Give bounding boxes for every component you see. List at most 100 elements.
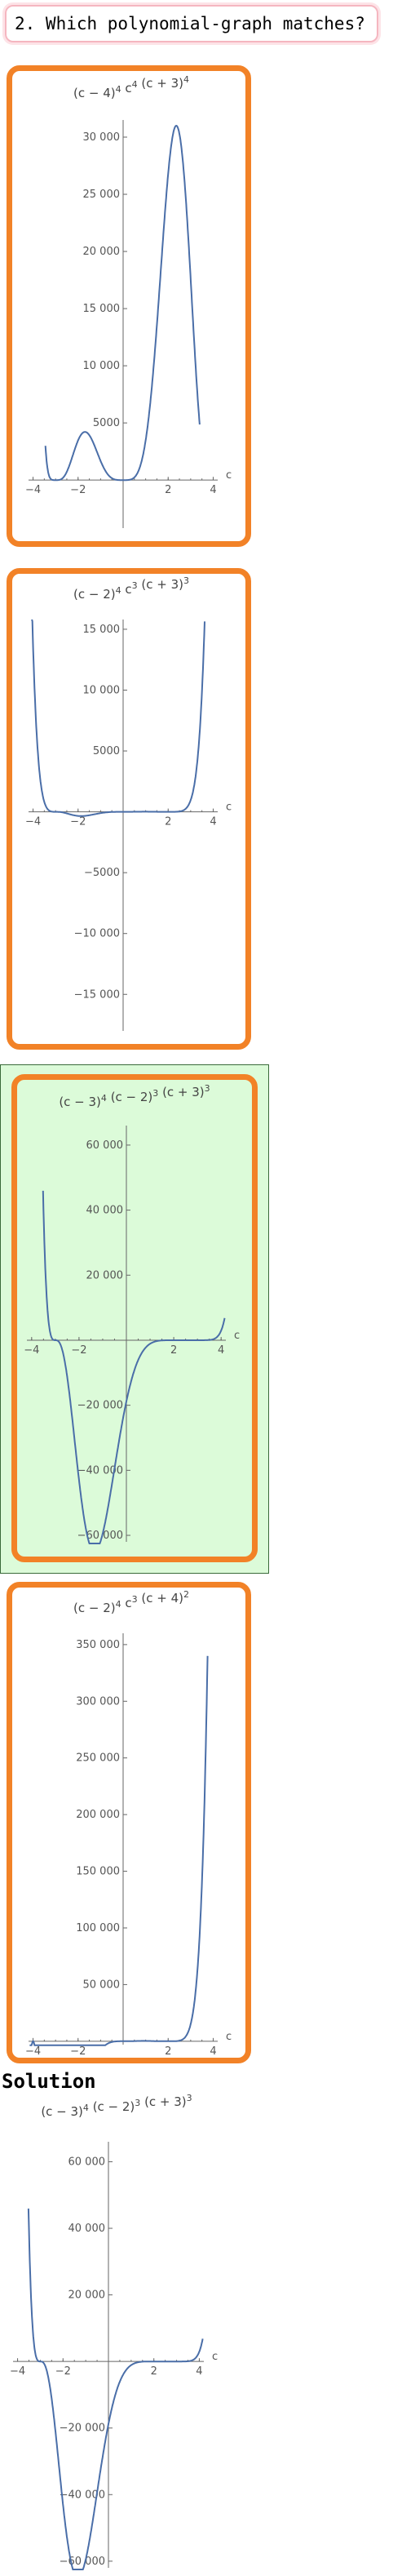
y-tick-label: 350 000 [76,1639,120,1651]
polynomial-curve [42,1190,226,1544]
x-tick-label: −2 [70,2045,86,2058]
x-tick-label: 2 [165,816,171,828]
y-tick-label: 60 000 [68,2156,106,2168]
plot-title-exponent: 3 [205,1083,210,1094]
y-tick-label: 30 000 [83,131,121,144]
y-tick-label: 100 000 [76,1922,120,1934]
answer-option-2[interactable]: (c − 2)4 c3 (c + 3)3 c −4 −2 2 4 −15 000 −10 00… [7,568,251,1050]
plot-title-exponent: 3 [135,2098,140,2108]
x-tick-label: −4 [24,1344,39,1357]
solution-plot-container: (c − 3)4 (c − 2)3 (c + 3)3 c −4 −2 2 4 −60 000… [0,2093,245,2576]
x-tick-label: −4 [25,816,41,828]
y-tick-label: 40 000 [68,2223,106,2235]
plot-title-base: (c + 4) [138,1591,183,1606]
y-tick-label: 150 000 [76,1866,120,1878]
x-tick-label: −4 [25,2045,41,2058]
y-tick-label: 10 000 [83,360,121,372]
x-tick-label: 2 [170,1344,177,1357]
plot-title-base: (c − 2) [73,587,116,602]
plot-title-base: (c − 2) [89,2099,135,2114]
polynomial-curve [31,619,205,817]
y-tick-label: 5000 [93,417,120,429]
plot-title-base: (c + 3) [138,577,183,592]
plot-title: (c − 2)4 c3 (c + 4)2 [73,1589,189,1615]
x-tick-label: −2 [70,484,86,496]
polynomial-curve [29,1655,209,2046]
plot-title: (c − 3)4 (c − 2)3 (c + 3)3 [59,1083,210,1109]
x-axis-label: c [226,2031,232,2043]
plot-title: (c − 2)4 c3 (c + 3)3 [73,575,189,602]
plot-title-base: (c − 2) [73,1601,116,1615]
y-tick-label: −20 000 [77,1400,123,1412]
plot-title-exponent: 3 [132,1594,138,1605]
y-tick-label: −20 000 [60,2423,105,2435]
plot-title-base: c [121,582,132,597]
plot-title: (c − 4)4 c4 (c + 3)4 [73,74,189,100]
plot-title-exponent: 3 [183,575,189,586]
x-tick-label: 2 [165,484,171,496]
y-tick-label: 300 000 [76,1695,120,1708]
plot-title-exponent: 4 [116,1599,121,1610]
y-tick-label: 15 000 [83,303,121,315]
y-tick-label: −5000 [84,867,120,879]
x-axis-label: c [226,469,232,482]
y-tick-label: −15 000 [74,988,120,1001]
plot-title-exponent: 2 [183,1589,189,1600]
plot-title-exponent: 4 [132,79,138,90]
x-tick-label: −4 [10,2365,25,2378]
plot-title-base: (c + 3) [138,76,183,91]
y-tick-label: 50 000 [83,1979,121,1991]
x-tick-label: −2 [55,2365,71,2378]
x-tick-label: 2 [151,2365,157,2378]
question-prompt: 2. Which polynomial-graph matches? [5,5,378,42]
x-tick-label: −4 [25,484,41,496]
plot-title-exponent: 3 [152,1088,158,1099]
answer-option-1[interactable]: (c − 4)4 c4 (c + 3)4 c −4 −2 2 4 5000 10 000 15 … [7,65,251,547]
y-tick-label: 20 000 [86,1269,124,1281]
x-tick-label: 4 [210,484,216,496]
y-tick-label: 10 000 [83,684,121,696]
x-axis-label: c [234,1330,240,1342]
polynomial-curve [27,2208,204,2570]
y-tick-label: 15 000 [83,624,121,636]
plot-title-base: c [121,81,132,95]
plot-title-exponent: 4 [101,1093,107,1104]
y-tick-label: 5000 [93,745,120,757]
y-tick-label: −60 000 [60,2556,105,2568]
plot-title-exponent: 4 [83,2103,89,2113]
y-tick-label: 200 000 [76,1809,120,1821]
plot-title: (c − 3)4 (c − 2)3 (c + 3)3 [41,2093,192,2119]
plot-title-base: (c − 4) [73,86,116,100]
polynomial-plot-option-3: (c − 3)4 (c − 2)3 (c + 3)3c−4 −2 2 4−60 000… [24,1083,240,1544]
polynomial-plot-solution: (c − 3)4 (c − 2)3 (c + 3)3 c −4 −2 2 4 −60 000… [10,2093,218,2570]
x-tick-label: −2 [70,816,86,828]
y-tick-label: 25 000 [83,189,121,201]
y-tick-label: 20 000 [83,246,121,258]
plot-title-base: (c − 2) [107,1090,152,1104]
plot-title-base: (c + 3) [140,2094,186,2109]
x-axis-label: c [226,802,232,814]
solution-heading: Solution [2,2070,96,2093]
plot-title-exponent: 4 [183,74,189,85]
y-tick-label: 20 000 [68,2290,106,2302]
plot-title-exponent: 4 [116,84,121,95]
polynomial-plot-option-2: (c − 2)4 c3 (c + 3)3c−4 −2 2 4−15 000−10 00… [25,575,232,1031]
plot-title-exponent: 3 [187,2093,192,2103]
x-tick-label: −2 [71,1344,86,1357]
plot-title-exponent: 4 [116,585,121,596]
plot-title-base: c [121,1596,132,1610]
x-tick-label: 2 [165,2045,171,2058]
y-tick-label: 40 000 [86,1205,124,1217]
y-tick-label: 250 000 [76,1752,120,1765]
answer-option-3[interactable]: (c − 3)4 (c − 2)3 (c + 3)3 c −4 −2 2 4 −60 000… [11,1074,258,1562]
y-tick-label: −40 000 [60,2489,105,2501]
y-tick-label: −10 000 [74,928,120,940]
answer-option-4[interactable]: (c − 2)4 c3 (c + 4)2 c −4 −2 2 4 50 000 100 000… [7,1582,251,2063]
x-tick-label: 4 [196,2365,202,2378]
y-tick-label: −40 000 [77,1464,123,1477]
y-tick-label: 60 000 [86,1139,124,1152]
x-axis-label: c [212,2351,218,2363]
x-tick-label: 4 [218,1344,224,1357]
